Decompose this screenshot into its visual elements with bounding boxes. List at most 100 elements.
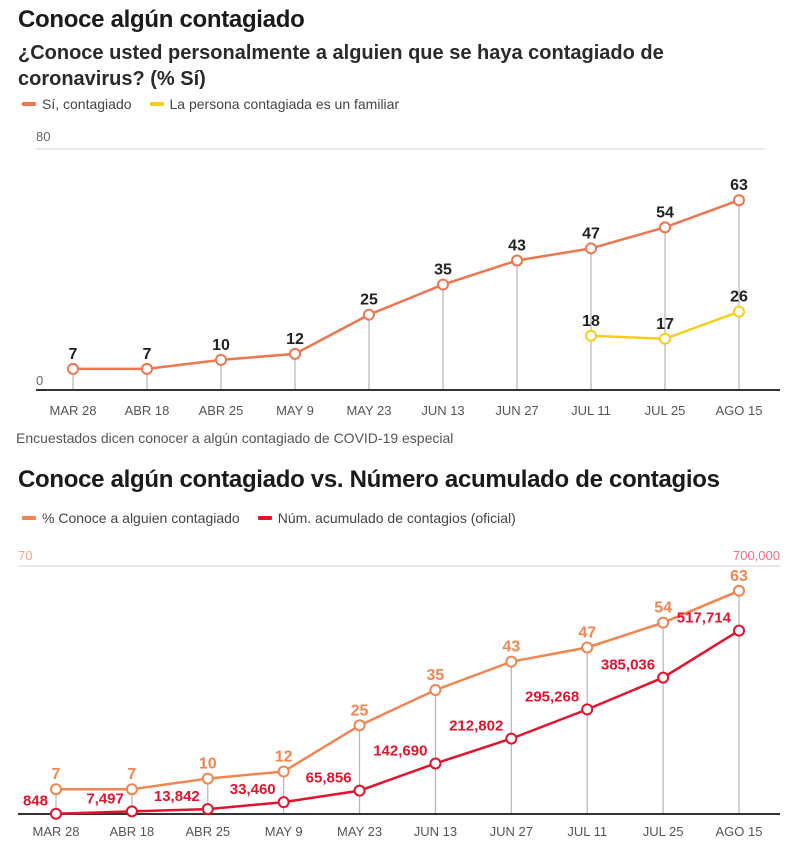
data-label: 7 — [69, 346, 78, 363]
data-point — [733, 584, 745, 597]
data-label: 43 — [508, 237, 526, 254]
legend-label: % Conoce a alguien contagiado — [42, 510, 240, 526]
chart2-title: Conoce algún contagiado vs. Número acumu… — [18, 466, 720, 493]
legend-swatch-si-contagiado — [22, 102, 36, 106]
x-tick-label: ABR 25 — [185, 824, 230, 839]
data-point — [201, 772, 214, 785]
data-point — [733, 305, 745, 318]
x-tick-label: MAY 9 — [265, 824, 303, 839]
data-label: 295,268 — [525, 688, 579, 705]
y-tick-label-left: 70 — [18, 548, 32, 563]
x-tick-label: JUL 25 — [645, 403, 686, 418]
data-point — [505, 732, 518, 745]
data-point — [50, 783, 62, 796]
data-label: 7 — [143, 346, 152, 363]
x-tick-label: ABR 18 — [125, 403, 170, 418]
x-tick-label: JUN 13 — [414, 824, 457, 839]
x-tick-label: MAY 23 — [337, 824, 382, 839]
data-label: 33,460 — [230, 781, 276, 798]
data-label: 35 — [427, 667, 445, 684]
x-tick-label: AGO 15 — [716, 824, 763, 839]
x-tick-label: ABR 18 — [109, 824, 154, 839]
data-point — [581, 703, 594, 716]
x-tick-label: JUL 25 — [643, 824, 684, 839]
data-label: 25 — [351, 702, 369, 719]
data-point — [429, 684, 442, 696]
legend-swatch-acumulado — [257, 516, 272, 520]
data-point — [363, 308, 375, 321]
data-point — [289, 347, 301, 360]
data-label: 142,690 — [373, 742, 427, 759]
data-label: 54 — [654, 600, 672, 617]
x-tick-label: ABR 25 — [199, 403, 244, 418]
x-tick-label: MAR 28 — [33, 824, 80, 839]
data-label: 385,036 — [601, 657, 655, 674]
data-label: 47 — [578, 624, 596, 641]
data-label: 18 — [582, 313, 600, 330]
data-point — [659, 221, 671, 234]
data-point — [50, 807, 62, 820]
data-label: 47 — [582, 225, 600, 242]
x-tick-label: MAY 23 — [346, 403, 391, 418]
x-tick-label: JUL 11 — [571, 403, 611, 418]
data-point — [657, 616, 670, 629]
data-point — [585, 242, 597, 255]
chart2-plot: 70 700,000 MAR 28 ABR 18 ABR 25 MAY 9 MAY 23 JU… — [18, 548, 780, 839]
data-label: 63 — [730, 568, 748, 585]
data-label: 12 — [275, 748, 293, 765]
chart1-title: Conoce algún contagiado — [18, 6, 305, 33]
data-label: 54 — [656, 204, 674, 221]
data-point — [429, 757, 442, 770]
data-point — [505, 655, 518, 668]
data-point — [581, 641, 594, 654]
data-point — [277, 765, 290, 778]
data-point — [659, 332, 671, 345]
data-point — [511, 254, 523, 267]
data-label: 7 — [52, 766, 61, 783]
data-point — [353, 719, 366, 732]
data-point — [657, 671, 670, 684]
chart1-note: Encuestados dicen conocer a algún contag… — [16, 430, 454, 446]
data-point — [125, 783, 138, 796]
x-tick-label: JUN 13 — [421, 403, 464, 418]
data-label: 10 — [199, 756, 217, 773]
data-point — [215, 353, 227, 366]
series-line-acumulado — [55, 629, 740, 815]
data-label: 7,497 — [86, 790, 124, 807]
legend-swatch-conoce — [22, 516, 36, 520]
legend-label: La persona contagiada es un familiar — [169, 96, 400, 112]
data-point — [67, 362, 79, 375]
data-label: 212,802 — [449, 718, 503, 735]
series-line-conoce — [56, 589, 740, 791]
data-label: 12 — [286, 331, 304, 348]
data-label: 17 — [656, 316, 674, 333]
chart1-subtitle: ¿Conoce usted personalmente a alguien qu… — [18, 42, 664, 90]
data-label: 13,842 — [154, 788, 200, 805]
legend-swatch-familiar — [149, 102, 164, 106]
data-point — [733, 194, 745, 207]
data-label: 35 — [434, 262, 452, 279]
chart1-plot: 80 0 MAR 28 ABR 18 ABR 25 MAY 9 MAY 23 JUN 13 JU… — [36, 129, 780, 418]
x-tick-label: JUN 27 — [495, 403, 538, 418]
series-line-si-contagiado — [73, 199, 740, 371]
x-tick-label: JUL 11 — [567, 824, 607, 839]
x-tick-label: JUN 27 — [490, 824, 533, 839]
data-label: 26 — [730, 289, 748, 306]
legend-label: Núm. acumulado de contagios (oficial) — [277, 510, 516, 526]
data-point — [141, 362, 153, 375]
y-tick-label: 80 — [36, 129, 50, 144]
data-label: 10 — [212, 337, 230, 354]
chart1-legend: Sí, contagiado La persona contagiada es … — [22, 96, 411, 112]
x-tick-label: AGO 15 — [716, 403, 763, 418]
data-point — [353, 784, 366, 797]
data-label: 25 — [360, 292, 378, 309]
y-tick-label-right: 700,000 — [733, 548, 780, 563]
data-point — [585, 329, 597, 342]
data-label: 848 — [23, 793, 48, 810]
data-point — [201, 803, 214, 816]
chart2-legend: % Conoce a alguien contagiado Núm. acumu… — [22, 510, 528, 526]
data-label: 63 — [730, 177, 748, 194]
x-tick-label: MAR 28 — [50, 403, 97, 418]
data-label: 517,714 — [677, 610, 732, 627]
data-label: 65,856 — [306, 770, 352, 787]
